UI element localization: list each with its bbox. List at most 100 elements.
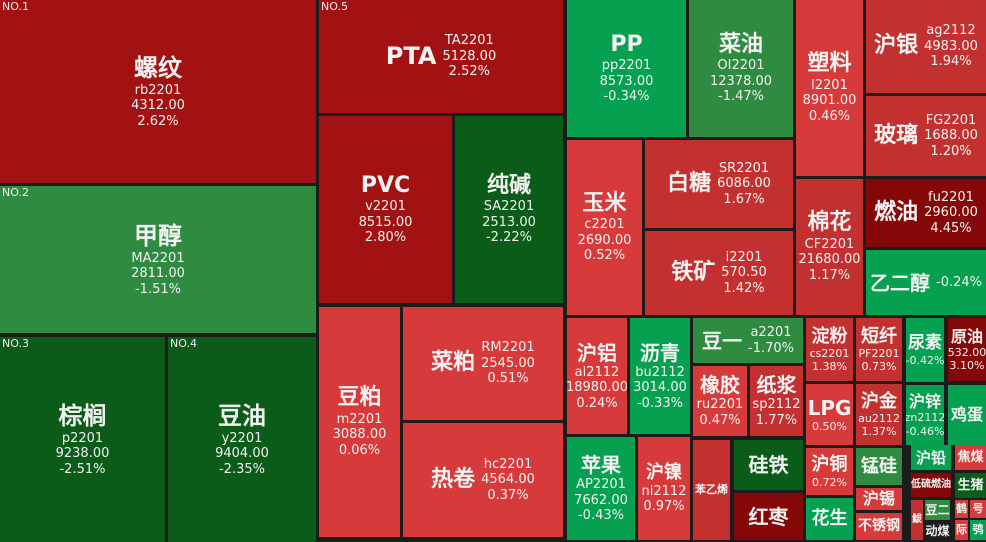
treemap-cell-AP2201[interactable]: 苹果 AP2201 7662.00 -0.43% [567,437,635,540]
contract-change: 0.50% [812,419,847,433]
treemap-cell-ru2201[interactable]: 橡胶 ru2201 0.47% [693,366,747,436]
treemap-cell-乙二醇[interactable]: 乙二醇 -0.24% [866,250,986,315]
contract-change: 2.62% [137,113,179,129]
contract-change: 0.97% [643,499,685,515]
treemap-cell-fu2201[interactable]: 燃油 fu2201 2960.00 4.45% [866,179,986,247]
treemap-cell-RM2201[interactable]: 菜粕 RM2201 2545.00 0.51% [403,307,563,420]
treemap-cell-原油[interactable]: 原油 532.00 3.10% [948,318,986,381]
contract-name: 鸡蛋 [950,405,983,425]
treemap-cell-LPG[interactable]: LPG 0.50% [806,384,853,445]
contract-change: 1.67% [723,191,765,207]
contract-name: 短纤 [861,325,897,347]
contract-info: al2112 18980.00 0.24% [567,365,627,412]
treemap-cell-y2201[interactable]: NO.4 豆油 y2201 9404.00 -2.35% [168,337,316,542]
treemap-cell-动煤[interactable]: 动煤 [925,522,950,540]
contract-price: 3088.00 [332,427,387,443]
contract-change: 0.46% [808,108,851,124]
treemap-cell-SA2201[interactable]: 纯碱 SA2201 2513.00 -2.22% [455,116,563,303]
treemap-cell-鸮[interactable]: 鸮 [970,520,986,540]
treemap-cell-CF2201[interactable]: 棉花 CF2201 21680.00 1.17% [796,179,863,315]
contract-change: -2.22% [485,230,532,246]
contract-info: p2201 9238.00 -2.51% [56,431,110,478]
contract-price: 8515.00 [358,214,413,230]
contract-name: 淀粉 [811,325,848,347]
treemap-cell-沪铜[interactable]: 沪铜 0.72% [806,448,853,495]
treemap-cell-m2201[interactable]: 豆粕 m2201 3088.00 0.06% [319,307,400,537]
treemap-cell-p2201[interactable]: NO.3 棕榈 p2201 9238.00 -2.51% [0,337,165,542]
treemap-cell-硅铁[interactable]: 硅铁 [734,440,803,490]
treemap-cell-SR2201[interactable]: 白糖 SR2201 6086.00 1.67% [645,140,793,228]
treemap-cell-尿素[interactable]: 尿素 -0.42% [906,318,944,382]
contract-name: 低硫燃油 [911,479,951,490]
treemap-cell-MA2201[interactable]: NO.2 甲醇 MA2201 2811.00 -1.51% [0,186,316,333]
contract-code: zn2112 [906,411,944,425]
contract-name: 沥青 [640,340,680,365]
contract-change: -0.33% [636,395,683,411]
contract-name: 豆一 [702,328,742,353]
contract-info: cs2201 1.38% [810,347,850,373]
treemap-cell-v2201[interactable]: PVC v2201 8515.00 2.80% [319,116,452,303]
treemap-cell-au2112[interactable]: 沪金 au2112 1.37% [856,384,902,445]
contract-code: ni2112 [641,483,687,499]
treemap-cell-hc2201[interactable]: 热卷 hc2201 4564.00 0.37% [403,423,563,537]
contract-info: v2201 8515.00 2.80% [359,199,413,246]
contract-name: 沪金 [861,390,897,412]
treemap-cell-TA2201[interactable]: NO.5 PTA TA2201 5128.00 2.52% [319,0,563,113]
treemap-cell-FG2201[interactable]: 玻璃 FG2201 1688.00 1.20% [866,96,986,176]
treemap-cell-沪锡[interactable]: 沪锡 [856,488,902,510]
treemap-cell-l2201[interactable]: 塑料 l2201 8901.00 0.46% [796,0,863,176]
treemap-cell-cs2201[interactable]: 淀粉 cs2201 1.38% [806,318,853,381]
contract-name: 棉花 [807,210,852,236]
contract-change: 4.45% [930,220,972,236]
treemap-cell-豆二[interactable]: 豆二 [925,500,950,520]
treemap-cell-花生[interactable]: 花生 [806,498,853,540]
contract-code: au2112 [858,412,900,426]
treemap-cell-锰硅[interactable]: 锰硅 [856,448,902,485]
treemap-cell-低硫燃油[interactable]: 低硫燃油 [911,473,951,497]
treemap-cell-沪铅[interactable]: 沪铅 [911,445,951,470]
contract-code: m2201 [336,411,383,427]
treemap-cell-鹤[interactable]: 鹤 [955,500,968,518]
treemap-cell-a2201[interactable]: 豆一 a2201 -1.70% [693,318,803,363]
contract-change: 3.10% [949,359,985,373]
treemap-cell-rb2201[interactable]: NO.1 螺纹 rb2201 4312.00 2.62% [0,0,316,183]
treemap-cell-bu2112[interactable]: 沥青 bu2112 3014.00 -0.33% [630,318,690,434]
contract-info: SA2201 2513.00 -2.22% [482,199,536,246]
treemap-cell-鸡蛋[interactable]: 鸡蛋 [948,385,986,445]
contract-code: a2201 [750,324,792,340]
treemap-cell-OI2201[interactable]: 菜油 OI2201 12378.00 -1.47% [689,0,793,137]
treemap-cell-PF2201[interactable]: 短纤 PF2201 0.73% [856,318,902,381]
contract-info: TA2201 5128.00 2.52% [442,33,496,80]
contract-name: PP [610,31,643,57]
treemap-cell-zn2112[interactable]: 沪锌 zn2112 -0.46% [906,385,944,445]
treemap-cell-c2201[interactable]: 玉米 c2201 2690.00 0.52% [567,140,642,315]
contract-change: 2.52% [448,64,490,80]
treemap-cell-号[interactable]: 号 [970,500,986,518]
contract-change: 0.73% [861,360,897,374]
contract-name: 原油 [950,326,983,346]
contract-code: hc2201 [483,456,533,472]
treemap-cell-际[interactable]: 际 [955,520,968,540]
contract-name: 菜油 [718,31,763,57]
contract-name: 沪锡 [862,489,895,509]
contract-info: y2201 9404.00 -2.35% [215,431,269,478]
contract-info: hc2201 4564.00 0.37% [481,457,535,504]
treemap-cell-sp2112[interactable]: 纸浆 sp2112 1.77% [750,366,803,436]
contract-info: pp2201 8573.00 -0.34% [600,58,654,105]
contract-name: 乙二醇 [870,270,930,295]
treemap-cell-焦煤[interactable]: 焦煤 [955,445,986,470]
treemap-cell-鮁[interactable]: 鮁 [911,500,923,540]
treemap-cell-pp2201[interactable]: PP pp2201 8573.00 -0.34% [567,0,686,137]
treemap-cell-生猪[interactable]: 生猪 [955,473,986,498]
treemap-cell-红枣[interactable]: 红枣 [734,493,803,540]
contract-name: 不锈钢 [858,518,900,535]
contract-info: OI2201 12378.00 -1.47% [710,58,772,105]
treemap-cell-ni2112[interactable]: 沪镍 ni2112 0.97% [638,437,690,540]
treemap-cell-i2201[interactable]: 铁矿 i2201 570.50 1.42% [645,231,793,315]
treemap-cell-al2112[interactable]: 沪铝 al2112 18980.00 0.24% [567,318,627,434]
treemap-cell-不锈钢[interactable]: 不锈钢 [856,513,902,540]
contract-code: bu2112 [635,364,685,380]
treemap-cell-ag2112[interactable]: 沪银 ag2112 4983.00 1.94% [866,0,986,93]
contract-name: 锰硅 [861,455,897,477]
treemap-cell-苯乙烯[interactable]: 苯乙烯 [693,440,730,540]
